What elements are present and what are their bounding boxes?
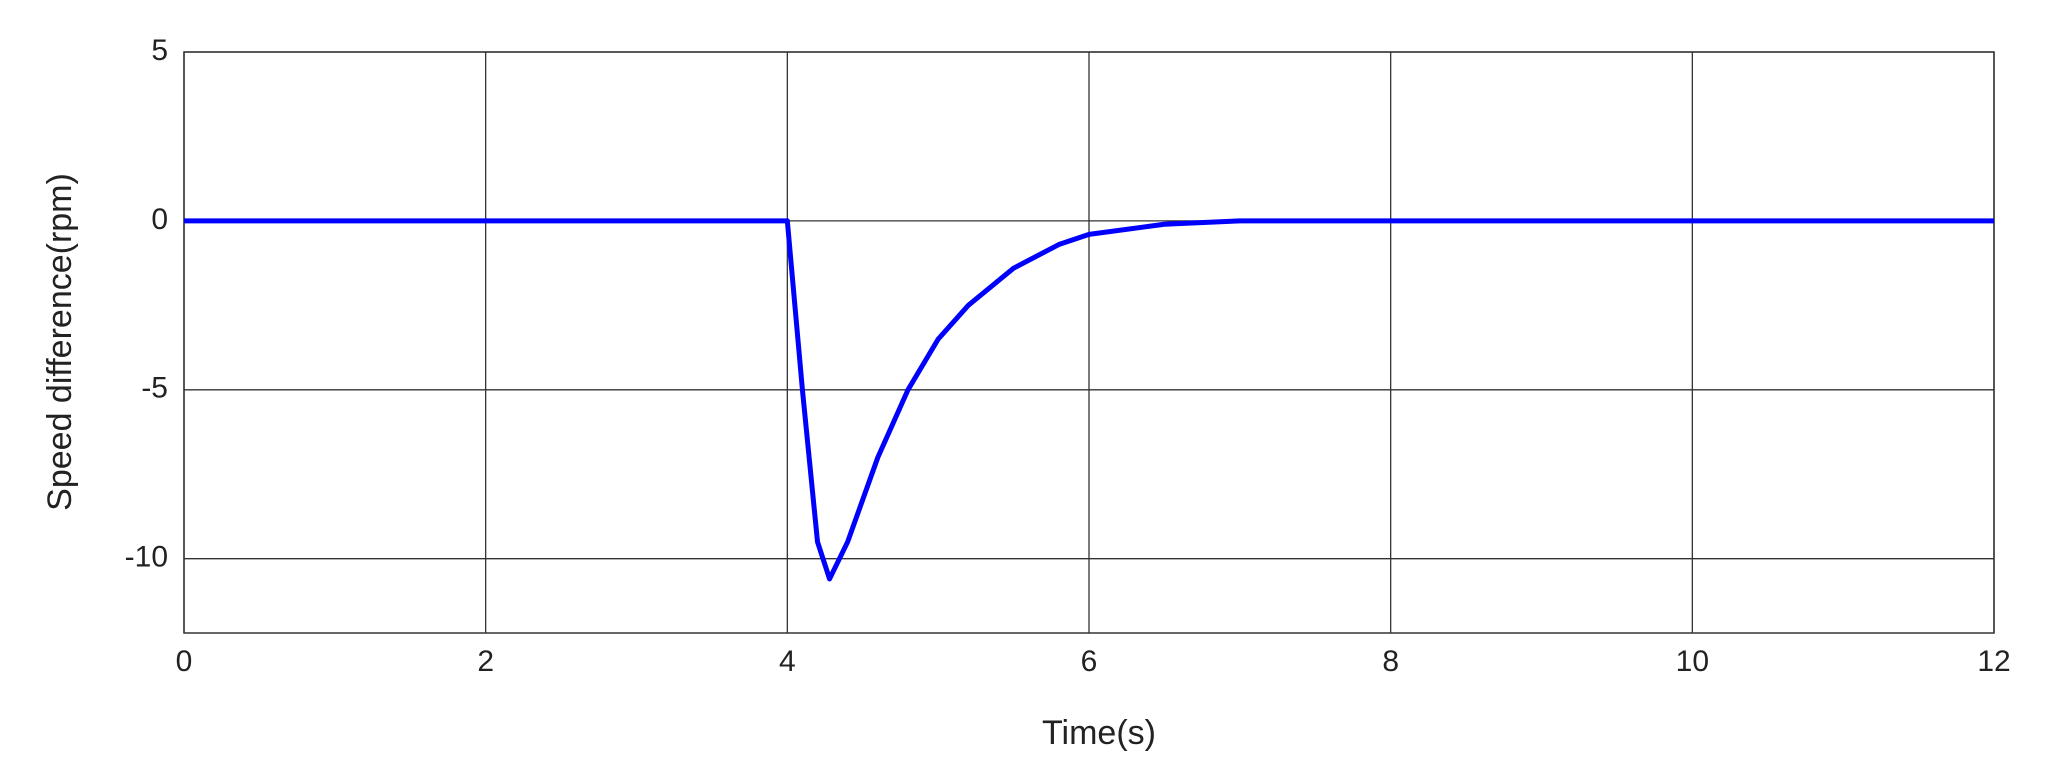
x-tick-label: 2: [477, 645, 494, 678]
plot-frame: [183, 51, 1995, 634]
line-series: [184, 218, 1994, 582]
x-tick-label: 4: [779, 645, 796, 678]
y-tick-label: -5: [141, 372, 168, 405]
x-tick-label: 6: [1081, 645, 1098, 678]
y-tick-label: -10: [125, 541, 168, 574]
x-tick-label: 0: [176, 645, 193, 678]
y-tick-label: 0: [151, 203, 168, 236]
y-tick-label: 5: [151, 34, 168, 67]
x-tick-label: 10: [1676, 645, 1709, 678]
y-axis-label: Speed difference(rpm): [41, 173, 79, 511]
x-tick-label: 8: [1382, 645, 1399, 678]
x-tick-label: 12: [1977, 645, 2010, 678]
x-axis-label: Time(s): [1042, 714, 1156, 752]
